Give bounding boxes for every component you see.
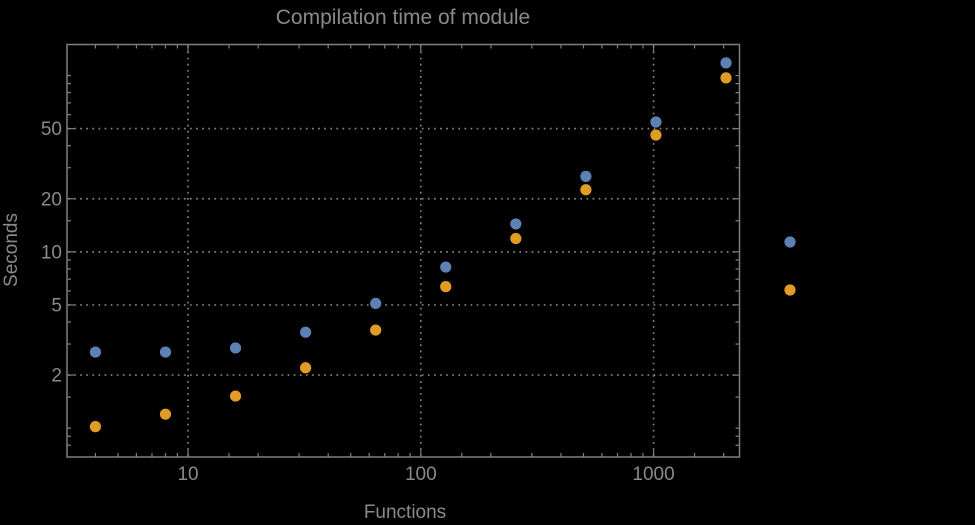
data-point-series-1-blue (229, 342, 242, 354)
x-tick-label: 10 (177, 464, 198, 485)
data-point-series-1-blue (510, 218, 522, 230)
data-point-series-2-orange (720, 72, 732, 84)
y-tick-label: 5 (51, 295, 62, 316)
data-point-series-1-blue (89, 346, 102, 358)
x-tick-label: 1000 (632, 464, 674, 485)
data-point-series-2-orange (580, 184, 592, 196)
tick-labels: 10 100 1000 2 5 10 20 50 (41, 119, 675, 485)
y-tick-label: 20 (41, 189, 62, 210)
data-point-series-1-blue (720, 57, 732, 69)
legend (784, 236, 796, 296)
data-point-series-2-orange (159, 408, 172, 420)
y-axis-label: Seconds (1, 213, 22, 287)
plot-frame (66, 43, 741, 458)
legend-marker-series-1-blue (784, 236, 796, 248)
data-points (89, 57, 732, 433)
legend-marker-series-2-orange (784, 284, 796, 296)
data-point-series-1-blue (300, 326, 312, 338)
data-point-series-2-orange (300, 362, 312, 374)
axis-ticks (67, 44, 740, 457)
chart-title: Compilation time of module (276, 6, 530, 29)
data-point-series-1-blue (159, 346, 172, 358)
data-point-series-2-orange (650, 129, 662, 141)
data-point-series-2-orange (89, 421, 102, 433)
data-point-series-1-blue (580, 170, 592, 182)
gridlines (68, 45, 739, 456)
data-point-series-2-orange (370, 324, 382, 336)
y-tick-label: 2 (51, 366, 62, 387)
y-tick-label: 50 (41, 119, 62, 140)
x-axis-label: Functions (364, 502, 446, 523)
data-point-series-2-orange (440, 281, 452, 293)
data-point-series-1-blue (370, 297, 382, 309)
data-point-series-1-blue (440, 261, 452, 273)
data-point-series-2-orange (229, 390, 242, 402)
y-tick-label: 10 (41, 242, 62, 263)
data-point-series-2-orange (510, 232, 522, 245)
data-point-series-1-blue (650, 116, 662, 128)
x-tick-label: 100 (405, 464, 437, 485)
